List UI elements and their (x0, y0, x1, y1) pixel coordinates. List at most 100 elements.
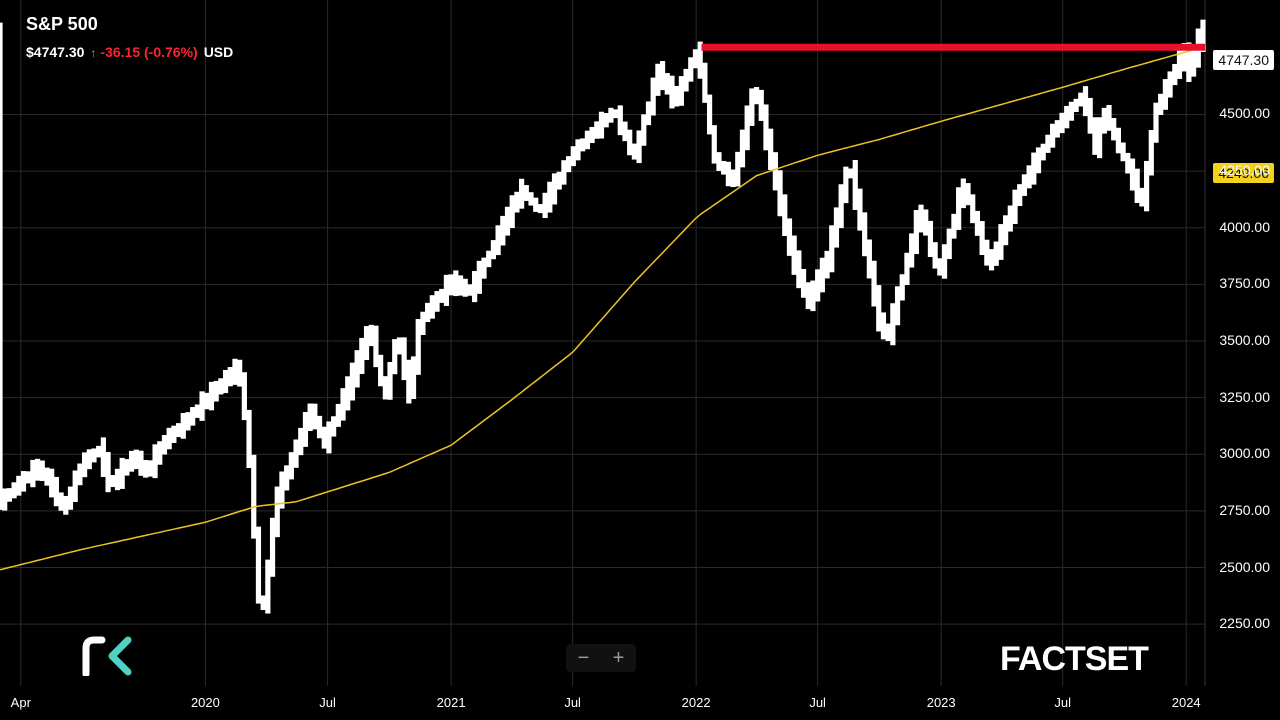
price-bar (124, 459, 130, 476)
price-bar (1134, 168, 1140, 203)
price-bar (636, 130, 642, 164)
price-bar (30, 459, 36, 488)
price-bar (1153, 102, 1159, 143)
price-bar (1115, 127, 1122, 154)
price-bar (1059, 112, 1065, 134)
price-bar (782, 194, 788, 237)
price-bar (1143, 160, 1150, 212)
price-bar (1097, 117, 1103, 159)
zoom-out-button[interactable]: − (577, 646, 590, 669)
price-bar (1068, 101, 1075, 121)
price-bar (1120, 142, 1126, 162)
price-bar (105, 452, 111, 493)
price-bar (730, 169, 736, 188)
price-bar (528, 192, 534, 206)
x-tick-label: 2022 (681, 695, 711, 710)
price-bar (923, 209, 929, 236)
price-bars (0, 19, 1206, 614)
price-bar (279, 471, 285, 509)
price-bar (758, 89, 764, 121)
price-bar (504, 206, 511, 236)
price-bar (927, 220, 934, 257)
price-bar (838, 184, 844, 229)
price-bar (307, 403, 313, 432)
price-bar (594, 121, 600, 139)
price-bar (462, 278, 468, 297)
price-bar (119, 457, 125, 489)
price-bar (241, 372, 247, 421)
price-bar (457, 275, 464, 296)
price-bar (67, 486, 74, 510)
price-bar (1167, 71, 1173, 98)
price-bar (227, 367, 233, 387)
price-bar (110, 475, 116, 488)
price-bar (1082, 86, 1089, 117)
price-bar (1026, 165, 1032, 189)
price-bar (312, 403, 318, 430)
price-bar (1092, 117, 1098, 155)
price-bar (974, 210, 981, 236)
price-bar (815, 269, 821, 302)
price-bar (1007, 205, 1013, 232)
y-tick-label: 3750.00 (1219, 275, 1270, 292)
price-bar (1162, 79, 1168, 110)
price-bar (453, 270, 459, 297)
price-bar (645, 101, 652, 126)
price-bar (1186, 42, 1192, 83)
price-bar (448, 274, 454, 296)
price-bar (232, 358, 238, 385)
price-bar (805, 282, 811, 310)
x-tick-label: 2023 (926, 695, 956, 710)
price-bar (956, 187, 962, 230)
price-bar (49, 468, 55, 498)
price-bar (1106, 104, 1112, 131)
price-bar (1176, 50, 1183, 79)
price-value: $4747.30 (26, 44, 85, 60)
price-bar (86, 449, 92, 470)
price-bar (711, 125, 717, 164)
price-bar (960, 178, 966, 209)
zoom-in-button[interactable]: + (612, 646, 625, 669)
price-bar (688, 57, 694, 82)
price-bar (862, 212, 868, 257)
price-bar (946, 228, 952, 260)
price-bar (791, 235, 797, 275)
price-bar (16, 475, 22, 496)
price-bar (340, 388, 346, 421)
price-bar (138, 450, 144, 476)
y-tick-label: 2750.00 (1219, 501, 1270, 518)
price-bar (63, 495, 69, 515)
price-bar (984, 239, 990, 266)
price-bar (2, 488, 8, 511)
price-bar (735, 151, 741, 187)
y-tick-label: 4000.00 (1219, 218, 1270, 235)
price-bar (44, 467, 50, 486)
price-bar (786, 218, 793, 256)
price-bar (1040, 143, 1046, 161)
price-bar (1035, 147, 1042, 174)
price-bar (284, 465, 290, 491)
price-bar (293, 439, 299, 468)
price-bar (721, 160, 727, 175)
price-bar (659, 61, 666, 91)
price-bar (1158, 93, 1164, 115)
price-bar (1003, 215, 1009, 246)
price-bar (481, 257, 487, 279)
price-bar (716, 152, 722, 171)
price-bar (533, 197, 539, 212)
price-bar (180, 413, 186, 439)
price-bar (58, 492, 64, 511)
price-bar (171, 425, 177, 443)
price-bar (514, 191, 520, 213)
price-bar (622, 121, 628, 142)
price-bar (415, 319, 421, 375)
price-bar (133, 449, 139, 470)
price-bar (331, 416, 337, 437)
price-bar (396, 337, 403, 355)
price-bar (161, 435, 168, 455)
price-bar (354, 350, 360, 388)
price-bar (77, 463, 83, 486)
price-bar (194, 404, 200, 418)
price-bar (772, 152, 778, 191)
